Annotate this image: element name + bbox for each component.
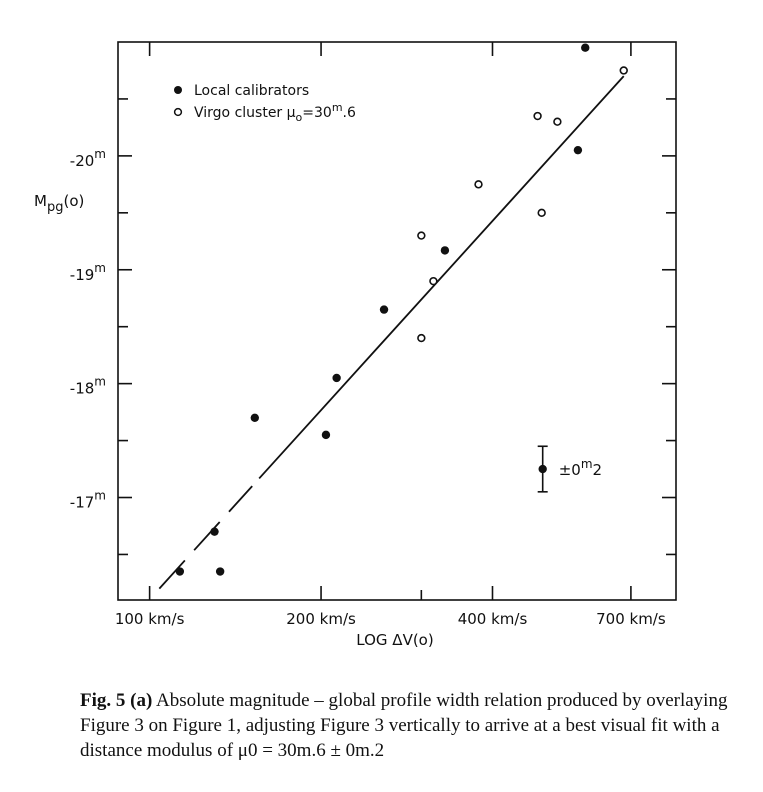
x-axis-title: LOG ΔV(o)	[356, 631, 433, 649]
virgo-point	[417, 333, 426, 343]
calibrator-point	[573, 145, 583, 155]
y-axis-title: Mpg(o)	[34, 192, 84, 215]
virgo-point	[553, 117, 562, 126]
x-tick-label: 700 km/s	[596, 610, 666, 628]
virgo-point	[417, 231, 426, 240]
error-bar-group: ±0m2	[537, 445, 602, 493]
error-bar-point	[538, 464, 547, 474]
x-tick-label: 400 km/s	[458, 610, 528, 628]
virgo-point	[474, 180, 483, 189]
calibrator-point	[581, 43, 590, 52]
fit-line	[193, 521, 221, 551]
fit-line	[228, 485, 253, 513]
calibrator-point	[379, 305, 389, 314]
legend-marker-filled	[174, 86, 182, 94]
virgo-point	[429, 276, 438, 286]
calibrator-point	[210, 527, 219, 536]
plot-frame	[117, 41, 677, 601]
calibrator-point	[321, 430, 331, 440]
figure-caption: Fig. 5 (a) Absolute magnitude – global p…	[80, 688, 745, 763]
chart-figure: 100 km/s 200 km/s 400 km/s 700 km/s -17m -18…	[34, 41, 677, 649]
x-axis-ticks: 100 km/s 200 km/s 400 km/s 700 km/s	[115, 42, 666, 628]
virgo-point	[619, 66, 628, 75]
legend: Local calibrators Virgo cluster μo=30m.6	[173, 83, 356, 124]
virgo-point	[533, 111, 542, 121]
fit-line	[158, 559, 186, 590]
calibrator-point	[250, 413, 260, 422]
calibrator-point	[175, 567, 185, 576]
calibrator-point	[332, 373, 341, 383]
x-tick-label: 200 km/s	[286, 610, 356, 628]
fit-line-group	[158, 75, 625, 590]
legend-label: Virgo cluster μo=30m.6	[194, 101, 356, 124]
caption-text: Absolute magnitude – global profile widt…	[80, 690, 728, 761]
y-axis-ticks: -17m -18m -19m -20m	[70, 98, 676, 556]
x-tick-label: 100 km/s	[115, 610, 185, 628]
calibrator-point	[440, 246, 450, 255]
y-tick-label: -19m	[70, 261, 106, 284]
fit-line	[258, 75, 625, 480]
y-tick-label: -17m	[70, 489, 106, 512]
caption-label: Fig. 5 (a)	[80, 690, 153, 711]
y-tick-label: -18m	[70, 375, 106, 398]
virgo-point	[537, 208, 546, 218]
calibrator-point	[215, 567, 225, 576]
error-bar-label: ±0m2	[559, 457, 602, 479]
y-tick-label: -20m	[70, 147, 106, 170]
data-points	[175, 43, 628, 576]
legend-label: Local calibrators	[194, 83, 309, 99]
legend-marker-open	[173, 107, 183, 117]
